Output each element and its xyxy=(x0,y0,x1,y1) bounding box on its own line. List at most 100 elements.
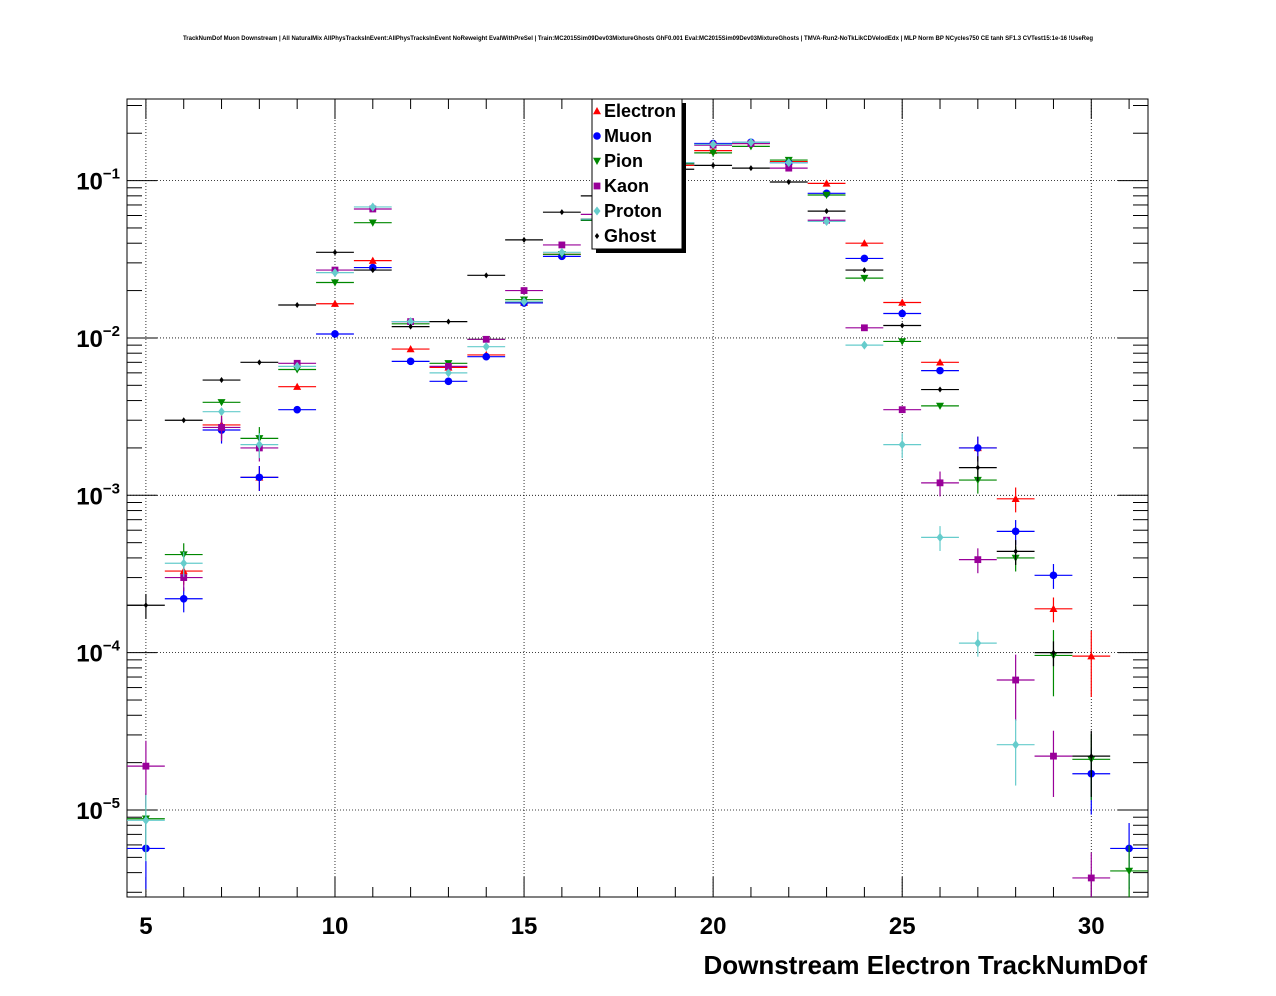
data-point xyxy=(559,209,565,216)
data-point xyxy=(142,762,150,770)
data-point xyxy=(900,322,905,329)
data-point xyxy=(1049,604,1058,612)
data-point xyxy=(898,309,907,318)
data-point xyxy=(709,149,718,157)
legend-box xyxy=(591,98,683,250)
data-point xyxy=(860,274,869,283)
y-tick-label: 10−1 xyxy=(76,166,120,196)
data-point xyxy=(558,241,566,249)
data-point xyxy=(330,279,339,287)
data-point xyxy=(257,359,262,366)
chart-title: TrackNumDof Muon Downstream | All Natura… xyxy=(182,36,1094,42)
data-point xyxy=(1087,652,1096,660)
data-point xyxy=(786,178,791,185)
data-point xyxy=(370,267,375,274)
data-point xyxy=(747,137,755,147)
data-point xyxy=(406,357,415,366)
data-point xyxy=(1013,548,1018,555)
legend-entry: Proton xyxy=(604,201,662,221)
y-tick-label: 10−3 xyxy=(76,480,120,510)
data-point xyxy=(936,402,945,410)
data-point xyxy=(1012,740,1020,750)
legend-marker xyxy=(593,132,601,140)
data-point xyxy=(823,216,831,226)
legend-entry: Ghost xyxy=(604,226,656,246)
data-point xyxy=(898,298,907,306)
data-point xyxy=(484,272,489,279)
data-point xyxy=(785,158,793,168)
x-tick-label: 30 xyxy=(1078,913,1105,940)
data-point xyxy=(1051,649,1056,656)
data-point xyxy=(974,638,982,648)
legend-entry: Pion xyxy=(604,151,643,171)
data-point xyxy=(822,191,831,199)
data-point xyxy=(520,297,528,307)
data-point xyxy=(1050,752,1057,760)
data-point xyxy=(862,267,867,274)
data-point xyxy=(824,208,829,215)
data-point xyxy=(860,340,868,350)
data-point xyxy=(293,405,301,414)
data-point xyxy=(255,440,263,450)
data-point xyxy=(936,366,944,375)
data-point xyxy=(444,377,453,386)
data-point xyxy=(1125,867,1134,875)
data-point xyxy=(143,602,149,609)
data-point xyxy=(748,165,754,172)
data-point xyxy=(936,479,944,487)
data-point xyxy=(937,386,943,393)
data-point xyxy=(1011,494,1020,503)
x-tick-label: 10 xyxy=(322,913,349,940)
data-point xyxy=(1049,571,1058,580)
legend-marker xyxy=(593,157,601,165)
data-point xyxy=(181,417,186,424)
data-point xyxy=(482,342,490,352)
y-tick-label: 10−5 xyxy=(76,795,120,825)
data-point xyxy=(294,301,300,308)
data-point xyxy=(1011,527,1020,536)
legend-entry: Muon xyxy=(604,126,652,146)
data-point xyxy=(293,382,302,390)
x-tick-label: 25 xyxy=(889,913,916,940)
data-point xyxy=(822,179,831,187)
x-tick-label: 5 xyxy=(139,913,152,940)
data-point xyxy=(710,162,716,169)
data-point xyxy=(975,464,981,471)
data-point xyxy=(408,323,413,330)
data-point xyxy=(218,407,226,417)
data-point xyxy=(407,317,415,327)
data-point xyxy=(482,335,490,343)
axis-ticks: 5 10 15 20 25 30 10−5 10−4 10−3 10−2 10−1 xyxy=(76,99,1148,940)
legend-entry: Kaon xyxy=(604,176,649,196)
data-point xyxy=(446,318,451,325)
data-point xyxy=(898,406,906,414)
data-point xyxy=(936,358,945,366)
data-point xyxy=(219,377,224,384)
data-point xyxy=(785,164,793,172)
data-point xyxy=(521,236,527,243)
data-point xyxy=(860,254,869,263)
data-point xyxy=(180,558,188,568)
legend-marker xyxy=(593,206,601,216)
legend-marker xyxy=(593,107,601,115)
y-tick-label: 10−4 xyxy=(76,638,120,668)
data-point xyxy=(558,247,566,257)
data-point xyxy=(1087,874,1095,882)
data-point xyxy=(332,249,338,256)
legend-marker xyxy=(593,182,601,190)
data-point xyxy=(520,287,528,294)
data-point xyxy=(330,299,339,307)
data-point xyxy=(368,256,377,264)
data-point xyxy=(860,239,869,247)
legend: Electron Muon Pion Kaon Proton Ghost xyxy=(591,98,686,253)
legend-entry: Electron xyxy=(604,101,676,121)
data-point xyxy=(179,594,188,603)
data-point xyxy=(898,338,907,346)
legend-marker xyxy=(594,233,600,239)
data-point xyxy=(368,219,377,227)
data-point xyxy=(369,202,377,212)
data-point xyxy=(974,444,982,452)
data-point xyxy=(445,362,452,370)
x-axis-title: Downstream Electron TrackNumDof xyxy=(703,950,1147,980)
